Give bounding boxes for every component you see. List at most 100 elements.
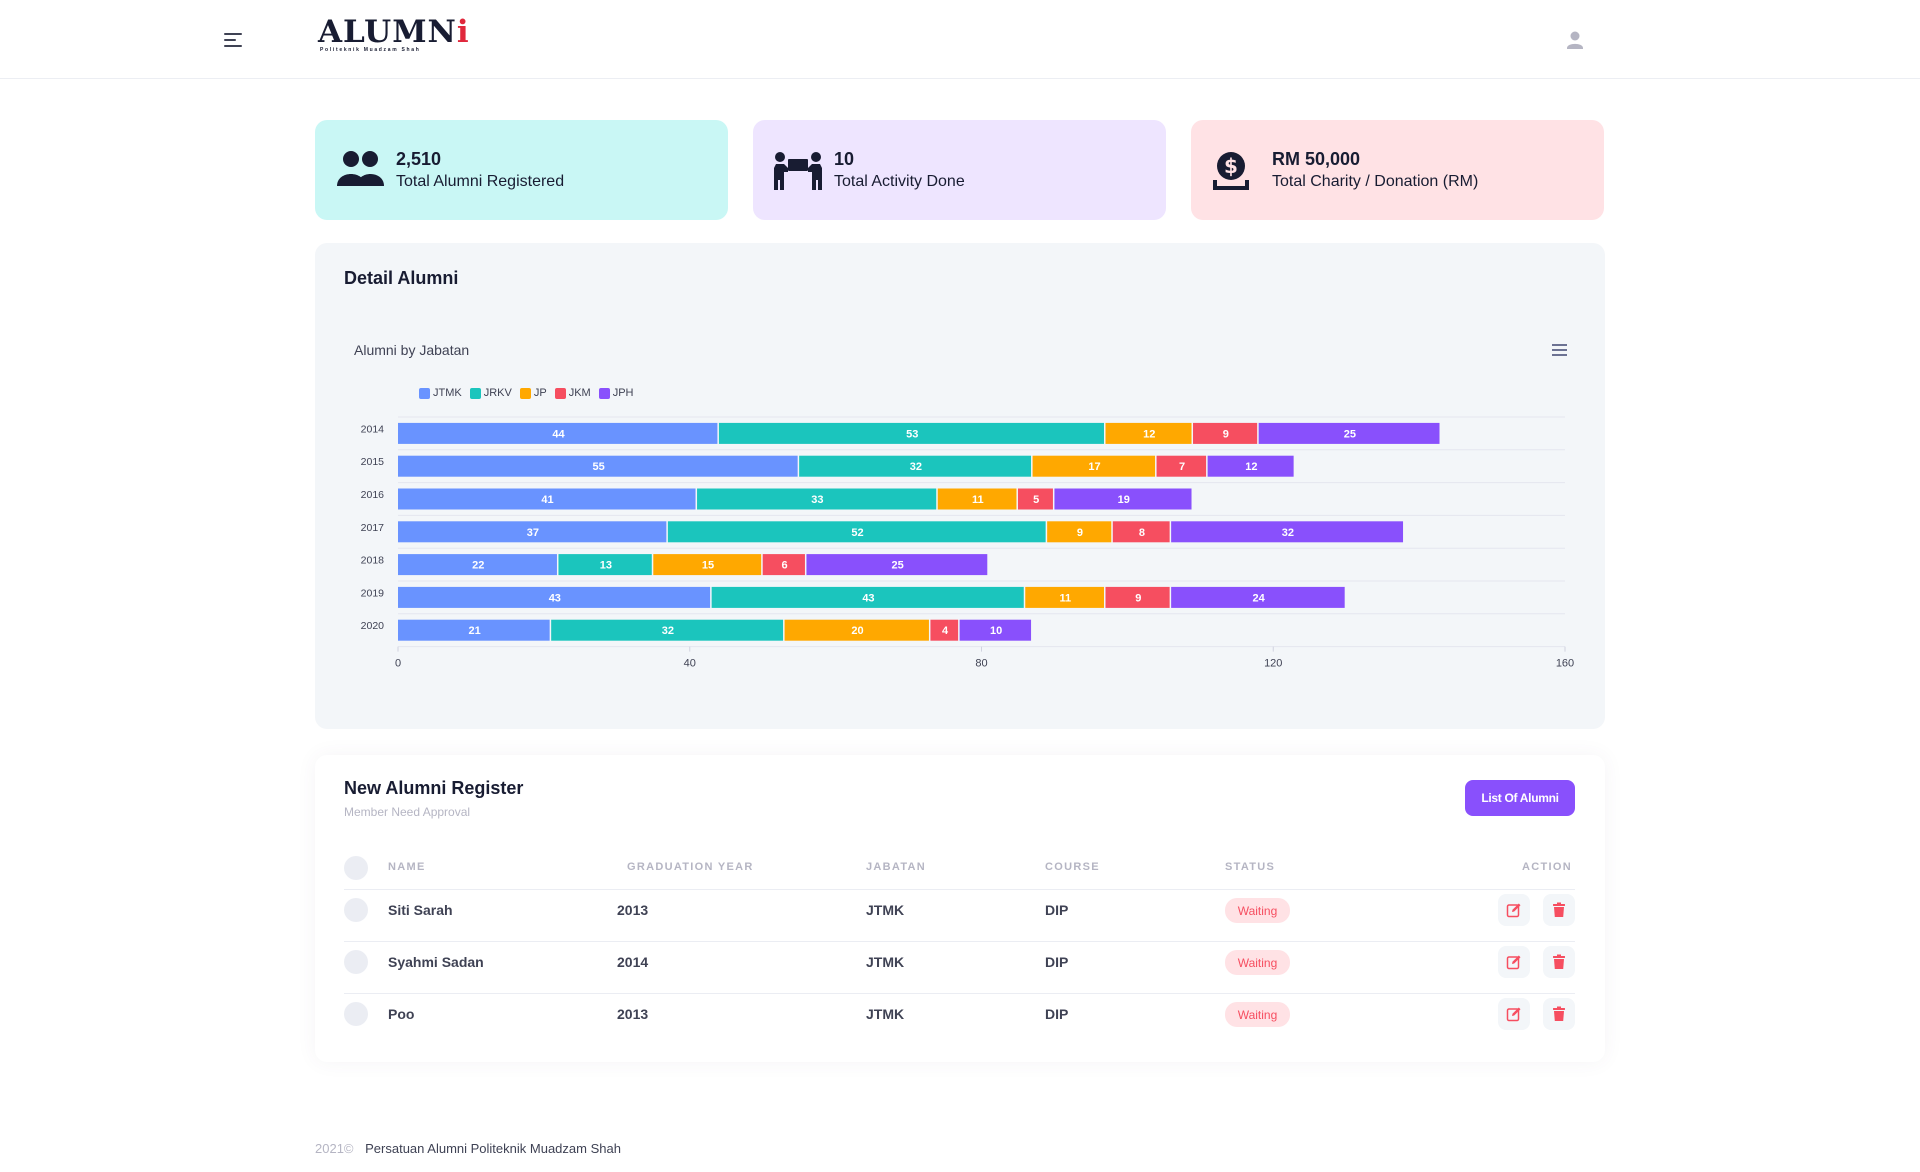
table-subtitle: Member Need Approval <box>344 805 471 819</box>
header-graduation-year[interactable]: GRADUATION YEAR <box>627 861 754 873</box>
bar-segment-jtmk-2017 <box>398 521 667 543</box>
trash-icon <box>1553 1006 1565 1021</box>
row-jabatan: JTMK <box>866 902 905 918</box>
legend-swatch <box>598 387 610 399</box>
legend-swatch <box>469 387 481 399</box>
stat-label: Total Alumni Registered <box>396 173 565 190</box>
delete-button[interactable] <box>1543 998 1575 1030</box>
y-category-label: 2020 <box>361 620 385 632</box>
data-label: 44 <box>552 428 565 440</box>
bar-segment-jrkv-2017 <box>667 521 1046 543</box>
edit-button[interactable] <box>1498 946 1530 978</box>
legend-item-jtmk[interactable]: JTMK <box>419 387 462 399</box>
bar-segment-jrkv-2016 <box>697 488 937 510</box>
legend-label: JP <box>533 387 547 399</box>
bar-segment-jp-2014 <box>1105 422 1192 444</box>
data-label: 9 <box>1135 592 1141 604</box>
data-label: 37 <box>527 527 539 539</box>
row-checkbox[interactable] <box>344 950 368 974</box>
alumni-logo[interactable]: ALUMNi Politeknik Muadzam Shah <box>318 14 469 56</box>
legend-swatch <box>419 387 430 399</box>
legend-item-jrkv[interactable]: JRKV <box>469 387 512 399</box>
data-label: 10 <box>990 625 1002 637</box>
status-badge: Waiting <box>1225 1002 1290 1027</box>
delete-button[interactable] <box>1543 894 1575 926</box>
y-category-label: 2014 <box>361 423 385 435</box>
trash-icon <box>1553 902 1565 917</box>
data-label: 9 <box>1077 527 1083 539</box>
footer-org-link[interactable]: Persatuan Alumni Politeknik Muadzam Shah <box>365 1141 621 1156</box>
hamburger-menu-icon[interactable] <box>222 28 246 52</box>
bar-segment-jrkv-2019 <box>711 586 1024 608</box>
data-label: 12 <box>1245 461 1257 473</box>
x-tick-label: 120 <box>1264 658 1282 670</box>
data-label: 5 <box>1033 494 1039 506</box>
x-tick-label: 0 <box>395 658 401 670</box>
bar-segment-jkm-2016 <box>1017 488 1053 510</box>
data-label: 25 <box>1344 428 1356 440</box>
row-graduation-year: 2013 <box>617 902 649 918</box>
stat-label: Total Charity / Donation (RM) <box>1272 173 1479 190</box>
row-checkbox[interactable] <box>344 1002 368 1026</box>
chart-title: Alumni by Jabatan <box>354 342 470 358</box>
row-course: DIP <box>1045 902 1069 918</box>
legend-item-jp[interactable]: JP <box>519 387 547 399</box>
bar-segment-jkm-2014 <box>1193 422 1258 444</box>
legend-swatch <box>554 387 566 399</box>
stat-label: Total Activity Done <box>834 173 965 190</box>
bar-segment-jp-2017 <box>1047 521 1112 543</box>
data-label: 43 <box>862 592 874 604</box>
bar-segment-jp-2015 <box>1032 455 1156 477</box>
row-name[interactable]: Siti Sarah <box>388 902 453 918</box>
row-divider <box>344 993 1575 994</box>
data-label: 11 <box>1060 592 1072 604</box>
legend-item-jkm[interactable]: JKM <box>554 387 591 399</box>
bar-segment-jtmk-2015 <box>398 455 798 477</box>
bar-segment-jrkv-2018 <box>558 554 652 576</box>
data-label: 15 <box>702 560 714 572</box>
bar-segment-jp-2016 <box>937 488 1017 510</box>
edit-button[interactable] <box>1498 894 1530 926</box>
row-jabatan: JTMK <box>866 954 905 970</box>
header-status[interactable]: STATUS <box>1225 861 1276 873</box>
status-badge: Waiting <box>1225 898 1290 923</box>
bar-segment-jph-2020 <box>959 619 1032 641</box>
header-jabatan[interactable]: JABATAN <box>866 861 927 873</box>
svg-text:$: $ <box>1224 154 1238 178</box>
data-label: 8 <box>1139 527 1145 539</box>
stat-value: 10 <box>834 149 855 169</box>
data-label: 41 <box>541 494 553 506</box>
bar-segment-jrkv-2014 <box>718 422 1104 444</box>
row-name[interactable]: Poo <box>388 1006 415 1022</box>
stat-value: RM 50,000 <box>1272 149 1361 169</box>
select-all-checkbox[interactable] <box>344 856 368 880</box>
edit-button[interactable] <box>1498 998 1530 1030</box>
row-divider <box>344 941 1575 942</box>
data-label: 43 <box>549 592 561 604</box>
data-label: 13 <box>600 560 612 572</box>
list-of-alumni-button[interactable]: List Of Alumni <box>1465 780 1575 816</box>
stat-value: 2,510 <box>396 149 442 169</box>
header-course[interactable]: COURSE <box>1045 861 1100 873</box>
edit-icon <box>1506 955 1521 970</box>
legend-swatch <box>519 387 531 399</box>
header-name[interactable]: NAME <box>388 861 426 873</box>
delete-button[interactable] <box>1543 946 1575 978</box>
bar-segment-jtmk-2019 <box>398 586 711 608</box>
logo-subtitle: Politeknik Muadzam Shah <box>320 47 421 53</box>
data-label: 9 <box>1223 428 1229 440</box>
chart-card-title: Detail Alumni <box>344 268 459 288</box>
chart-menu-icon[interactable] <box>1551 343 1569 357</box>
legend-item-jph[interactable]: JPH <box>598 387 633 399</box>
row-graduation-year: 2013 <box>617 1006 649 1022</box>
row-checkbox[interactable] <box>344 898 368 922</box>
data-label: 33 <box>811 494 823 506</box>
data-label: 12 <box>1143 428 1155 440</box>
activity-people-icon <box>773 150 823 190</box>
user-icon[interactable] <box>1564 28 1586 52</box>
data-label: 22 <box>472 560 484 572</box>
row-name[interactable]: Syahmi Sadan <box>388 954 484 970</box>
bar-segment-jkm-2015 <box>1156 455 1207 477</box>
row-jabatan: JTMK <box>866 1006 905 1022</box>
